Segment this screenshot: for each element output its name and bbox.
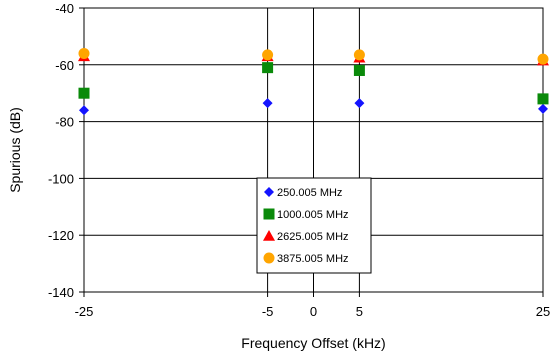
x-tick-label: -5 [262,304,274,319]
data-point [537,93,549,105]
x-tick-label: 25 [536,304,550,319]
x-axis-title: Frequency Offset (kHz) [241,335,385,351]
legend-label: 2625.005 MHz [277,231,349,243]
legend-marker [263,230,275,241]
series-1 [79,98,548,116]
y-axis-title: Spurious (dB) [7,107,23,193]
y-tick-label: -80 [55,115,74,130]
data-point [353,49,365,61]
legend-marker [264,187,274,197]
y-tick-label: -120 [48,228,74,243]
y-tick-label: -60 [55,58,74,73]
data-point [354,98,365,109]
y-axis-ticks: -140 -120 -100 -80 -60 -40 [48,1,84,300]
legend-marker [263,208,275,220]
y-tick-label: -100 [48,171,74,186]
x-tick-label: 5 [356,304,363,319]
data-point [78,87,90,99]
data-points [78,47,549,116]
series-4 [78,47,549,65]
data-point [262,62,274,74]
data-point [262,49,274,61]
x-axis-ticks: -25 -5 0 5 25 [75,292,550,319]
legend-label: 250.005 MHz [277,187,342,199]
data-point [353,64,365,76]
y-tick-label: -40 [55,1,74,16]
series-2 [78,62,549,105]
y-tick-label: -140 [48,285,74,300]
data-point [79,105,89,116]
x-tick-label: -25 [75,304,94,319]
legend-box [256,177,372,274]
data-point [78,47,90,59]
legend-label: 3875.005 MHz [277,253,349,265]
legend-label: 1000.005 MHz [277,209,349,221]
legend: 250.005 MHz 1000.005 MHz 2625.005 MHz 3875.… [256,177,372,274]
data-point [538,103,548,114]
data-point [262,98,273,109]
legend-marker [263,252,275,264]
x-tick-label: 0 [310,304,317,319]
data-point [537,53,549,65]
